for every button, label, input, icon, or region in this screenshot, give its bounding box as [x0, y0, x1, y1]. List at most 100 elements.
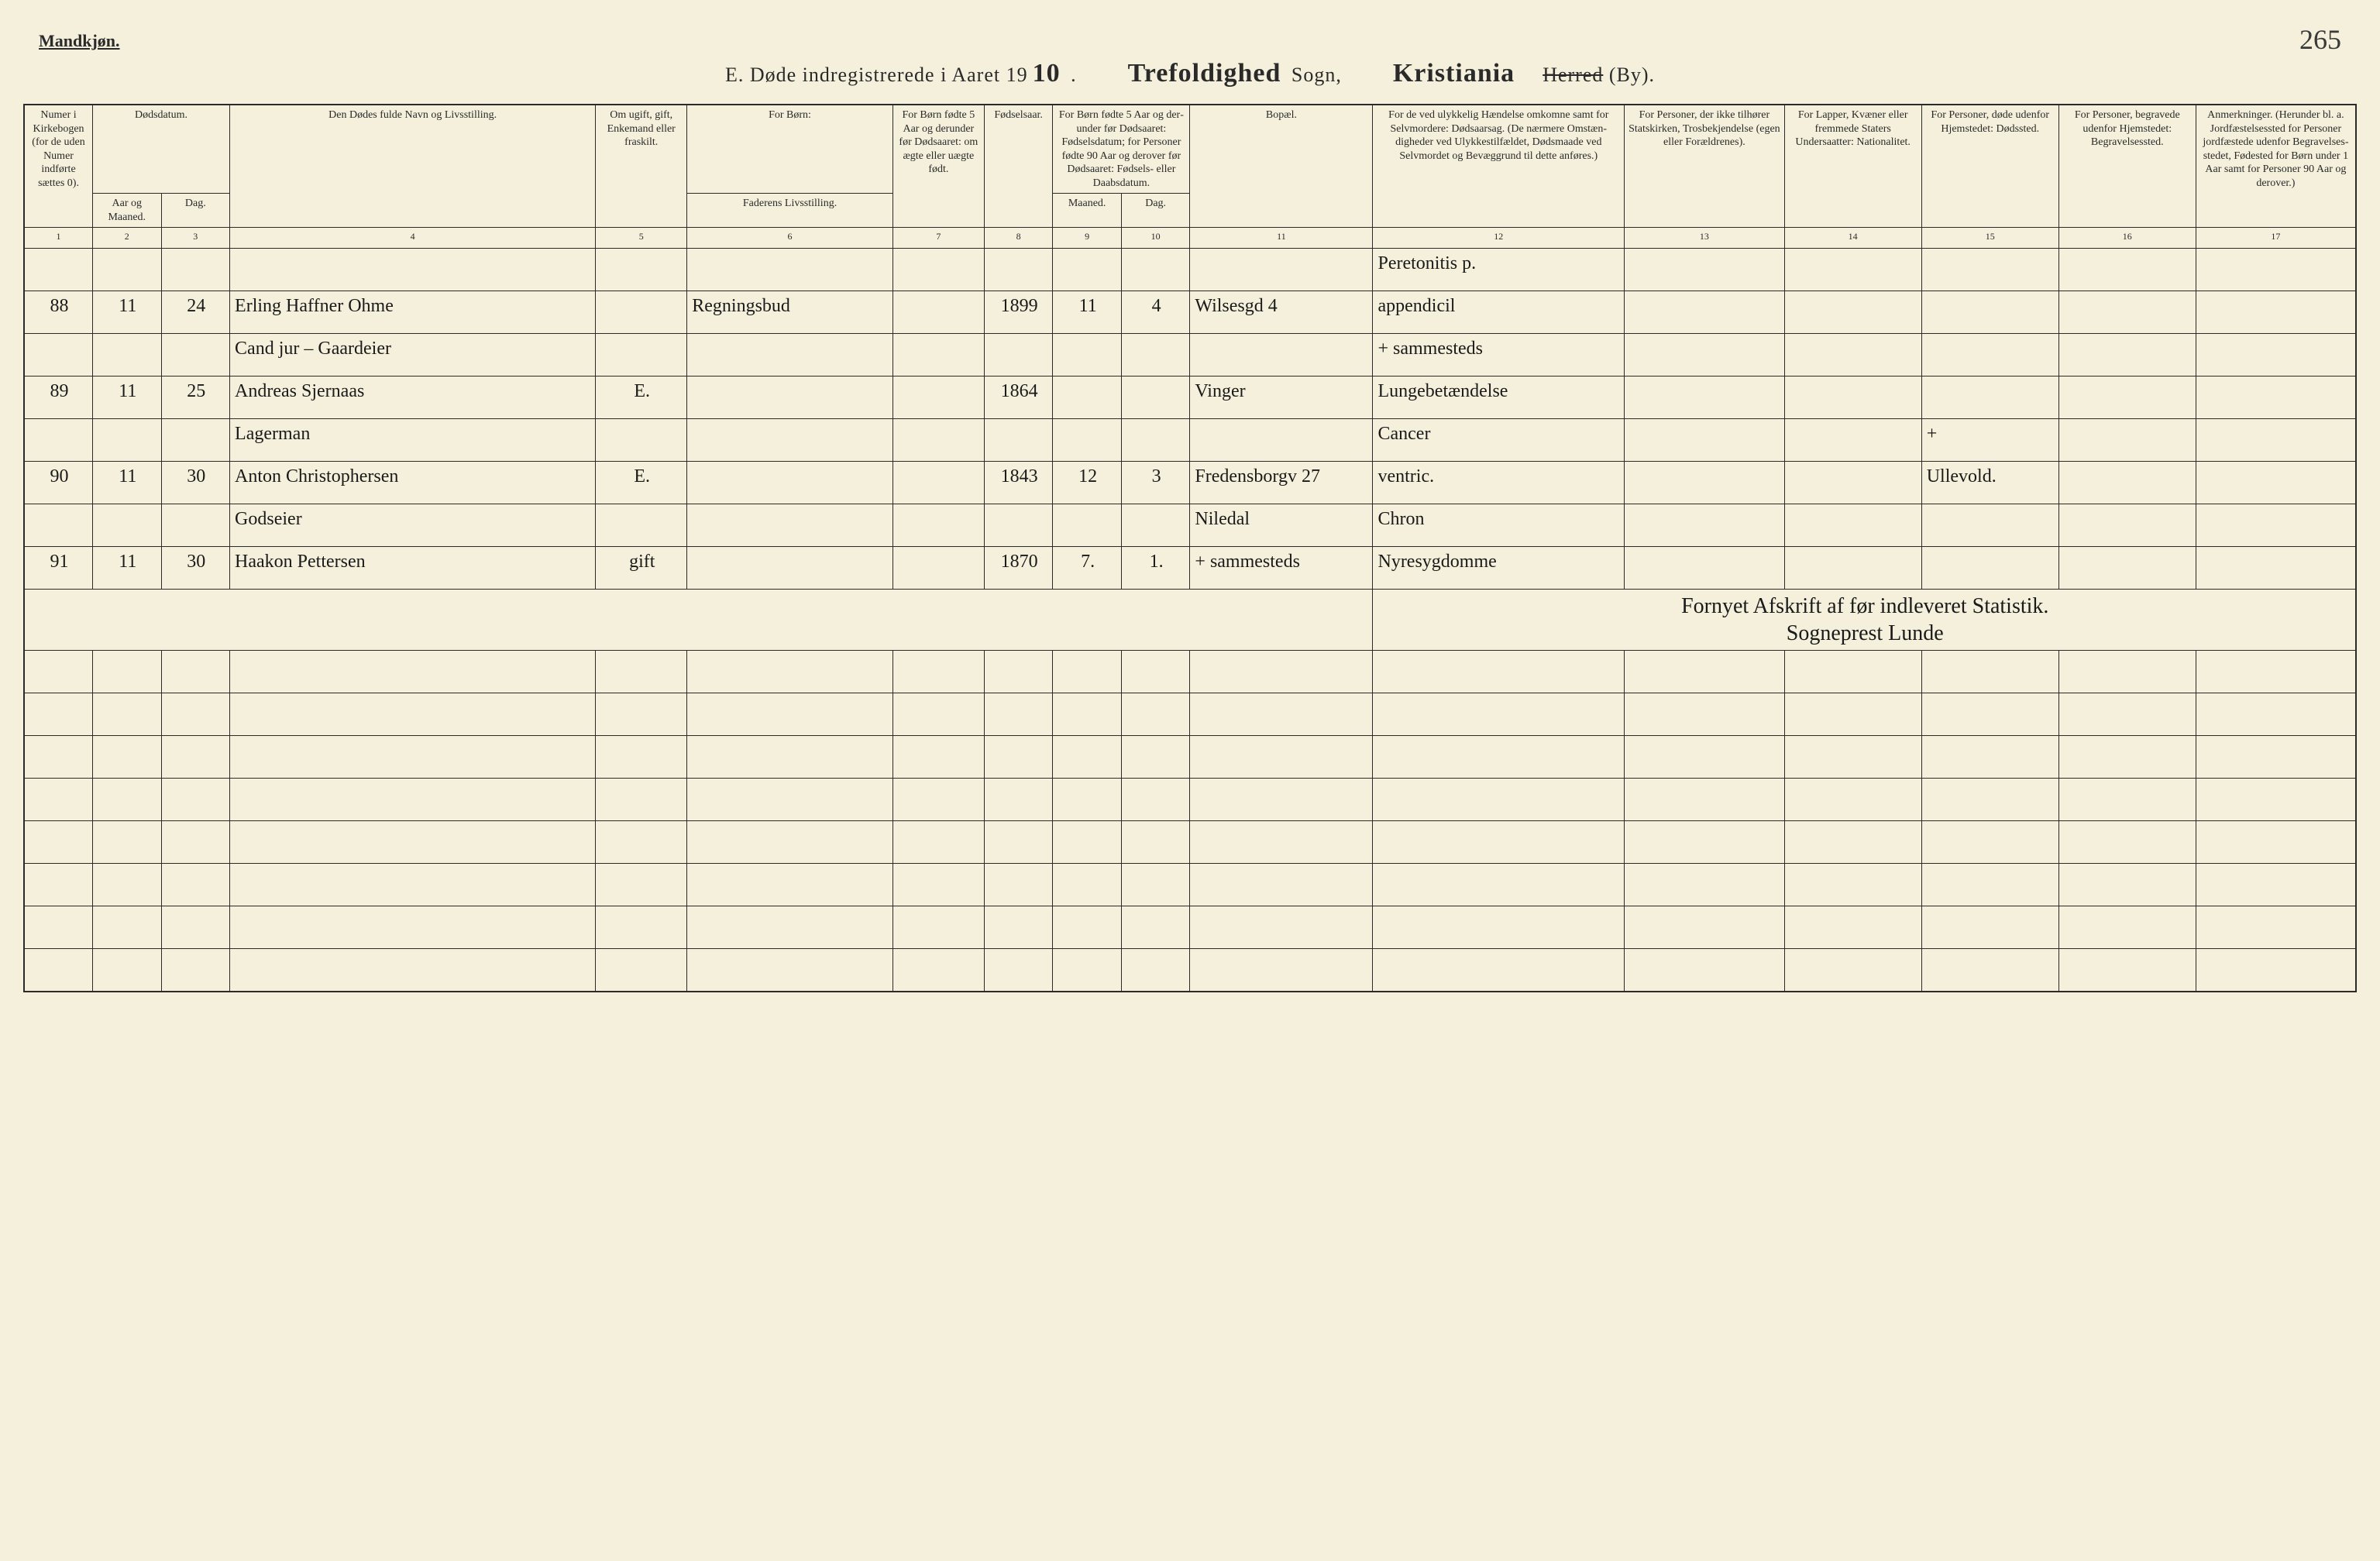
- empty-cell: [93, 693, 162, 736]
- cell-dplace: [1921, 376, 2058, 419]
- cell-mon: 11: [93, 376, 162, 419]
- empty-cell: [1784, 736, 1921, 779]
- by-label: (By).: [1603, 64, 1655, 86]
- cell-mon: [93, 504, 162, 547]
- empty-cell: [1053, 864, 1122, 906]
- cell-num: [24, 504, 93, 547]
- cell-dplace: [1921, 291, 2058, 334]
- cell-res: Fredensborgv 27: [1190, 462, 1373, 504]
- empty-cell: [596, 906, 687, 949]
- table-row: Peretonitis p.: [24, 249, 2356, 291]
- empty-cell: [93, 651, 162, 693]
- cell-bplace: [2058, 334, 2196, 376]
- cell-marit: [596, 291, 687, 334]
- cell-nat: [1784, 504, 1921, 547]
- cell-res: Niledal: [1190, 504, 1373, 547]
- empty-cell: [2196, 779, 2356, 821]
- cell-day: 30: [161, 547, 230, 590]
- cell-day: [161, 249, 230, 291]
- cell-rel: [1625, 249, 1785, 291]
- empty-cell: [1053, 651, 1122, 693]
- cell-mon: 11: [93, 291, 162, 334]
- cell-day: [161, 334, 230, 376]
- cell-rel: [1625, 419, 1785, 462]
- cell-rel: [1625, 376, 1785, 419]
- empty-cell: [1373, 949, 1625, 992]
- cell-mon: [93, 419, 162, 462]
- empty-row: [24, 949, 2356, 992]
- column-number: 16: [2058, 228, 2196, 249]
- table-header: Numer i Kirke­bogen (for de uden Numer i…: [24, 105, 2356, 249]
- cell-name: Andreas Sjernaas: [230, 376, 596, 419]
- empty-cell: [687, 864, 893, 906]
- cell-nat: [1784, 291, 1921, 334]
- col-header-910g: For Børn fødte 5 Aar og der­under før Dø…: [1053, 105, 1190, 194]
- column-number: 3: [161, 228, 230, 249]
- empty-cell: [892, 949, 984, 992]
- empty-cell: [230, 651, 596, 693]
- empty-cell: [24, 779, 93, 821]
- col-header-10: Dag.: [1121, 194, 1190, 228]
- empty-cell: [93, 864, 162, 906]
- empty-cell: [1121, 779, 1190, 821]
- signature-pad: [24, 590, 1373, 651]
- col-header-6g: For Børn:: [687, 105, 893, 194]
- empty-row: [24, 864, 2356, 906]
- cell-nat: [1784, 249, 1921, 291]
- col-header-11: Bopæl.: [1190, 105, 1373, 228]
- empty-cell: [24, 864, 93, 906]
- death-register-table: Numer i Kirke­bogen (for de uden Numer i…: [23, 104, 2357, 992]
- empty-cell: [24, 821, 93, 864]
- empty-cell: [2058, 949, 2196, 992]
- column-number: 15: [1921, 228, 2058, 249]
- sogn-label: Sogn,: [1285, 64, 1341, 86]
- cell-mon: [93, 334, 162, 376]
- empty-cell: [161, 736, 230, 779]
- cell-res: [1190, 249, 1373, 291]
- table-row: 901130Anton ChristophersenE.1843123Frede…: [24, 462, 2356, 504]
- empty-cell: [1784, 651, 1921, 693]
- column-number: 2: [93, 228, 162, 249]
- cell-marit: [596, 504, 687, 547]
- empty-cell: [1121, 736, 1190, 779]
- cell-num: [24, 249, 93, 291]
- cell-cause: Nyresygdomme: [1373, 547, 1625, 590]
- empty-cell: [1921, 779, 2058, 821]
- empty-cell: [2196, 651, 2356, 693]
- empty-row: [24, 821, 2356, 864]
- cell-byr: 1899: [984, 291, 1053, 334]
- empty-cell: [24, 736, 93, 779]
- empty-cell: [892, 651, 984, 693]
- cell-rel: [1625, 462, 1785, 504]
- column-number: 12: [1373, 228, 1625, 249]
- empty-cell: [161, 821, 230, 864]
- empty-cell: [596, 864, 687, 906]
- empty-cell: [1373, 864, 1625, 906]
- empty-cell: [892, 864, 984, 906]
- empty-cell: [230, 864, 596, 906]
- empty-cell: [24, 693, 93, 736]
- empty-cell: [1921, 651, 2058, 693]
- cell-bday: 1.: [1121, 547, 1190, 590]
- cell-byr: [984, 504, 1053, 547]
- empty-cell: [1190, 779, 1373, 821]
- cell-bday: [1121, 249, 1190, 291]
- cell-dplace: +: [1921, 419, 2058, 462]
- cell-marit: [596, 334, 687, 376]
- empty-cell: [1190, 821, 1373, 864]
- table-row: LagermanCancer+: [24, 419, 2356, 462]
- cell-rem: [2196, 249, 2356, 291]
- empty-cell: [892, 779, 984, 821]
- empty-cell: [2058, 864, 2196, 906]
- table-row: GodseierNiledalChron: [24, 504, 2356, 547]
- cell-bday: [1121, 334, 1190, 376]
- column-number: 10: [1121, 228, 1190, 249]
- cell-legit: [892, 376, 984, 419]
- cell-num: [24, 419, 93, 462]
- empty-cell: [596, 779, 687, 821]
- cell-bmon: [1053, 334, 1122, 376]
- cell-rem: [2196, 334, 2356, 376]
- empty-cell: [984, 906, 1053, 949]
- empty-cell: [1921, 949, 2058, 992]
- cell-nat: [1784, 376, 1921, 419]
